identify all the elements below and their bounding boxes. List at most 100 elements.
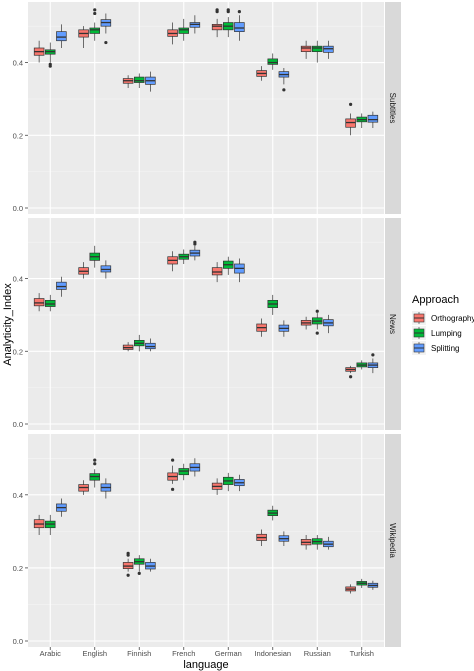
box-orthography-russian bbox=[300, 316, 312, 330]
x-tick-label: Indonesian bbox=[254, 649, 291, 658]
outlier-point bbox=[371, 353, 375, 357]
box-lumping-german bbox=[223, 8, 234, 38]
outlier-point bbox=[171, 458, 175, 462]
facet-panel-news: 0.0 0.2 0.4 News bbox=[13, 218, 401, 430]
box-lumping-turkish bbox=[356, 578, 367, 589]
x-tick-label: German bbox=[215, 649, 242, 658]
box-lumping-french bbox=[178, 249, 189, 264]
outlier-point bbox=[349, 102, 353, 106]
box-splitting-indonesian bbox=[278, 531, 290, 546]
box-splitting-english bbox=[100, 13, 112, 45]
box-lumping-finnish bbox=[134, 73, 145, 88]
box-body bbox=[56, 31, 67, 42]
box-splitting-arabic bbox=[56, 498, 67, 517]
box-lumping-turkish bbox=[356, 360, 367, 370]
box-lumping-arabic bbox=[45, 42, 56, 68]
box-orthography-finnish bbox=[122, 75, 134, 88]
box-lumping-english bbox=[89, 245, 100, 268]
box-orthography-turkish bbox=[345, 584, 356, 594]
facet-strip-label: Subtitles bbox=[388, 93, 397, 124]
box-orthography-finnish bbox=[122, 551, 134, 577]
box-lumping-arabic bbox=[45, 514, 56, 536]
box-orthography-turkish bbox=[345, 102, 356, 136]
box-orthography-german bbox=[211, 8, 223, 38]
box-lumping-russian bbox=[312, 309, 323, 335]
facet-strip bbox=[385, 218, 401, 430]
box-lumping-russian bbox=[312, 40, 323, 63]
box-splitting-finnish bbox=[145, 71, 156, 92]
outlier-point bbox=[104, 40, 108, 45]
legend-item-orthography: Orthography bbox=[412, 311, 474, 325]
box-splitting-russian bbox=[323, 40, 334, 59]
outlier-point bbox=[282, 88, 286, 92]
box-body bbox=[300, 45, 312, 52]
y-tick-label: 0.2 bbox=[13, 347, 23, 356]
y-tick-label: 0.0 bbox=[13, 637, 23, 646]
box-lumping-turkish bbox=[356, 113, 367, 128]
box-orthography-indonesian bbox=[256, 66, 267, 81]
outlier-point bbox=[93, 458, 97, 462]
box-body bbox=[56, 281, 67, 290]
outlier-point bbox=[315, 309, 319, 313]
panel-background bbox=[28, 434, 384, 647]
facet-strip-label: Wikipedia bbox=[388, 523, 397, 558]
y-tick-label: 0.2 bbox=[13, 564, 23, 573]
box-splitting-arabic bbox=[56, 276, 67, 297]
outlier-point bbox=[226, 8, 230, 12]
facet-panel-wikipedia: 0.0 0.2 0.4 Wikipedia bbox=[13, 434, 401, 647]
outlier-point bbox=[215, 8, 219, 12]
box-orthography-french bbox=[167, 251, 178, 272]
box-orthography-german bbox=[211, 478, 223, 495]
box-splitting-arabic bbox=[56, 24, 67, 48]
legend: Approach Orthography Lumping Splitting bbox=[412, 294, 474, 355]
y-tick-label: 0.0 bbox=[13, 420, 23, 429]
box-splitting-indonesian bbox=[278, 68, 290, 92]
box-lumping-english bbox=[89, 458, 100, 488]
box-orthography-french bbox=[167, 458, 178, 491]
box-body bbox=[211, 267, 223, 276]
x-tick-label: Turkish bbox=[350, 649, 374, 658]
outlier-point bbox=[193, 240, 197, 244]
facet-strip-label: News bbox=[388, 314, 397, 334]
box-lumping-arabic bbox=[45, 294, 56, 312]
box-lumping-indonesian bbox=[267, 505, 278, 521]
box-orthography-russian bbox=[300, 535, 312, 550]
box-body bbox=[312, 45, 323, 52]
box-splitting-turkish bbox=[367, 580, 379, 590]
y-axis-title: Analyticity_Index bbox=[2, 283, 14, 366]
box-lumping-russian bbox=[312, 535, 323, 550]
y-tick-label: 0.0 bbox=[13, 204, 23, 213]
legend-title: Approach bbox=[412, 294, 459, 306]
box-lumping-indonesian bbox=[267, 294, 278, 315]
outlier-point bbox=[237, 10, 241, 14]
y-tick-label: 0.4 bbox=[13, 275, 23, 284]
box-splitting-russian bbox=[323, 314, 334, 334]
y-tick-label: 0.4 bbox=[13, 491, 23, 500]
box-body bbox=[267, 58, 278, 65]
box-lumping-indonesian bbox=[267, 53, 278, 70]
x-tick-label: Finnish bbox=[127, 649, 151, 658]
box-orthography-indonesian bbox=[256, 529, 267, 546]
box-orthography-indonesian bbox=[256, 318, 267, 337]
outlier-point bbox=[48, 62, 52, 66]
box-splitting-english bbox=[100, 478, 112, 499]
box-lumping-finnish bbox=[134, 555, 145, 575]
box-orthography-french bbox=[167, 22, 178, 45]
box-lumping-french bbox=[178, 463, 189, 481]
box-body bbox=[234, 22, 245, 32]
box-orthography-arabic bbox=[33, 40, 45, 63]
legend-item-splitting: Splitting bbox=[412, 341, 459, 355]
box-splitting-russian bbox=[323, 536, 334, 550]
x-axis: Arabic English Finnish French German Indonesi… bbox=[40, 647, 374, 658]
facet-panel-subtitles: 0.0 0.2 0.4 Subtitles bbox=[13, 2, 401, 214]
box-splitting-german bbox=[234, 258, 245, 283]
legend-label: Splitting bbox=[431, 344, 459, 353]
box-splitting-finnish bbox=[145, 558, 156, 572]
facet-strip bbox=[385, 434, 401, 647]
box-splitting-german bbox=[234, 10, 245, 41]
box-splitting-french bbox=[189, 240, 201, 261]
x-tick-label: Russian bbox=[304, 649, 331, 658]
outlier-point bbox=[93, 11, 97, 16]
panels-layer: 0.0 0.2 0.4 Subtitles 0.0 0.2 0.4 News 0.0 0.2 0.4… bbox=[13, 2, 401, 647]
